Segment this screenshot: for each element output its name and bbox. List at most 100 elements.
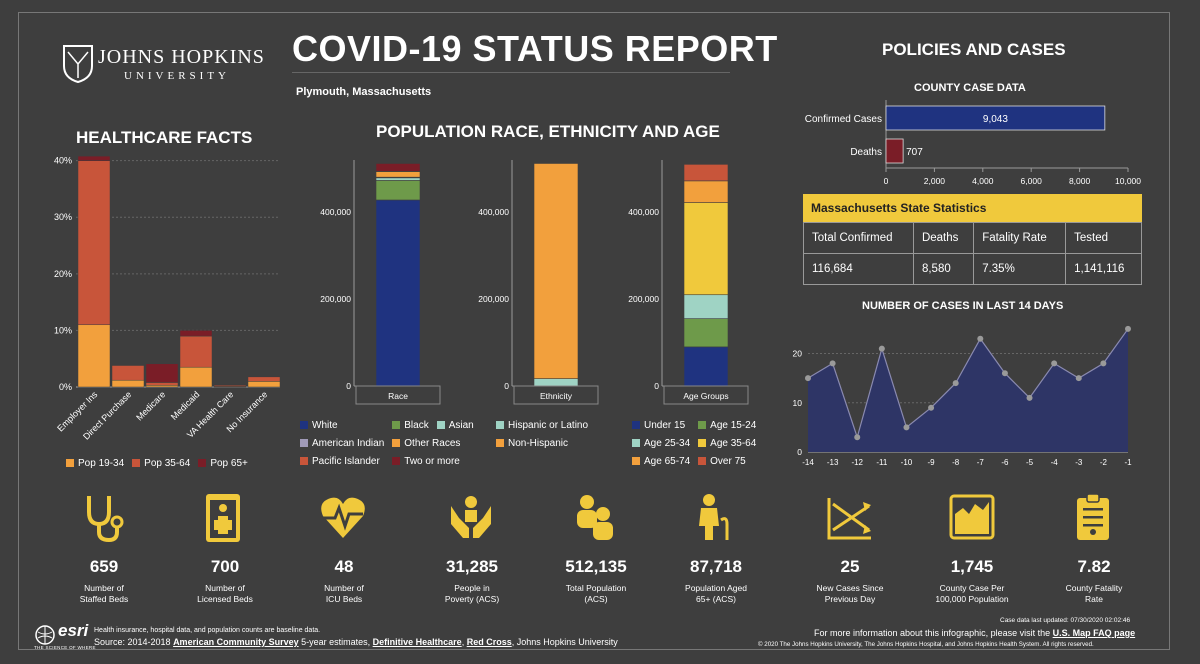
legend-item: Age 35-64 [698, 438, 756, 449]
stat-value: 512,135 [565, 557, 627, 576]
legend-swatch [392, 421, 401, 430]
pop-bar-segment [683, 346, 729, 387]
health-bar-segment [247, 376, 281, 382]
legend-swatch [392, 439, 401, 448]
stat-value: 87,718 [690, 557, 742, 576]
pop-ytick: 200,000 [628, 294, 659, 304]
health-ytick: 0% [59, 382, 72, 392]
cases-xtick: -11 [876, 458, 888, 467]
legend-label: Other Races [404, 438, 461, 449]
cases-area [808, 328, 1128, 452]
update-timestamp: Case data last updated: 07/30/2020 02:02… [1000, 617, 1131, 624]
legend-item: Over 75 [698, 456, 756, 467]
pop-bar-segment [683, 202, 729, 296]
trend-cross-icon [827, 498, 871, 540]
source-line: Source: 2014-2018 American Community Sur… [94, 637, 618, 647]
ma-stats-table: Total Confirmed Deaths Fatality Rate Tes… [803, 222, 1142, 285]
health-ytick: 10% [54, 325, 72, 335]
cases-point [854, 434, 861, 441]
legend-item: Under 15 [632, 420, 690, 431]
health-ytick: 20% [54, 269, 72, 279]
last14-heading: NUMBER OF CASES IN LAST 14 DAYS [862, 300, 1064, 312]
legend-label: Black [404, 420, 429, 431]
jhu-shield-icon [63, 45, 93, 84]
ma-header-deaths: Deaths [912, 222, 975, 254]
health-bar-segment [213, 384, 247, 386]
legend-swatch [632, 439, 640, 448]
stat-label: Number of ICU Beds [279, 583, 409, 605]
red-cross-link[interactable]: Red Cross [466, 637, 512, 647]
cases-xtick: -6 [1001, 458, 1009, 467]
pop-bar-segment [683, 294, 729, 319]
legend-swatch [496, 421, 504, 430]
logo-name: JOHNS HOPKINS [98, 46, 265, 68]
stat-label-line: County Fatality [1065, 583, 1123, 593]
cases-point [977, 335, 984, 342]
pop-category-label: Ethnicity [540, 391, 573, 401]
legend-label: Two or more [404, 456, 460, 467]
faq-link[interactable]: U.S. Map FAQ page [1052, 628, 1136, 638]
more-info-line: For more information about this infograp… [814, 628, 1135, 638]
stat-value: 7.82 [1077, 557, 1111, 576]
pop-category-box [513, 385, 599, 405]
legend-swatch [632, 421, 640, 430]
helping-hands-icon [451, 496, 491, 538]
legend-item: Non-Hispanic [496, 438, 588, 449]
pop-bar-segment [683, 164, 729, 182]
ma-header-confirmed: Total Confirmed [803, 222, 914, 254]
county-heading: COUNTY CASE DATA [914, 82, 1026, 94]
stat-label-line: Licensed Beds [197, 594, 253, 604]
stat-value: 1,745 [950, 557, 994, 576]
population-heading: POPULATION RACE, ETHNICITY AND AGE [376, 122, 720, 141]
cases-point [1100, 360, 1107, 367]
legend-item: Black [392, 420, 429, 431]
legend-label: Non-Hispanic [508, 438, 569, 449]
licensed-bed-icon [206, 494, 240, 542]
pop-ytick: 0 [504, 381, 509, 391]
legend-label: Age 65-74 [644, 456, 691, 467]
elderly-icon [699, 494, 729, 540]
stat-label-line: Population Aged [685, 583, 747, 593]
cases-xtick: -4 [1051, 458, 1059, 467]
definitive-healthcare-link[interactable]: Definitive Healthcare [372, 637, 462, 647]
cases-xtick: -2 [1100, 458, 1108, 467]
pop-ytick: 400,000 [628, 207, 659, 217]
pop-ytick: 0 [654, 381, 659, 391]
legend-item: Pop 65+ [198, 458, 248, 469]
stat-value: 31,285 [446, 557, 498, 576]
pop-bar-segment [533, 163, 579, 379]
cases-point [878, 345, 885, 352]
health-ytick: 40% [54, 156, 72, 166]
cases-ytick: 10 [793, 398, 803, 408]
ma-value-deaths: 8,580 [912, 253, 975, 285]
health-category-label: Medicaid [169, 389, 202, 422]
stat-label-line: Number of [84, 583, 124, 593]
health-ytick: 30% [54, 212, 72, 222]
pop-bar-segment [375, 199, 421, 387]
acs-link[interactable]: American Community Survey [173, 637, 299, 647]
title-divider [292, 72, 730, 73]
stat-label-line: Staffed Beds [79, 594, 129, 604]
stat-label: County Fatality Rate [1029, 583, 1159, 605]
pop-ytick: 400,000 [478, 207, 509, 217]
pop-category-label: Age Groups [683, 391, 728, 401]
legend-label: Over 75 [710, 456, 746, 467]
clipboard-icon [1077, 493, 1109, 540]
legend-swatch [392, 457, 401, 466]
legend-swatch [300, 457, 308, 466]
cases-point [903, 424, 910, 431]
pop-bar-segment [375, 177, 421, 181]
legend-item: Age 25-34 [632, 438, 690, 449]
pop-bar-segment [375, 180, 421, 201]
legend-swatch [132, 459, 141, 468]
esri-logo: esri [58, 621, 89, 640]
cases-point [805, 375, 811, 382]
stat-label-line: 65+ (ACS) [696, 594, 736, 604]
pop-bar-segment [683, 180, 729, 203]
ma-value-confirmed: 116,684 [803, 253, 914, 285]
healthcare-legend: Pop 19-34 Pop 35-64 Pop 65+ [66, 458, 266, 469]
cases-point [829, 360, 836, 367]
county-category-label: Confirmed Cases [805, 114, 882, 125]
health-bar-segment [77, 155, 111, 161]
